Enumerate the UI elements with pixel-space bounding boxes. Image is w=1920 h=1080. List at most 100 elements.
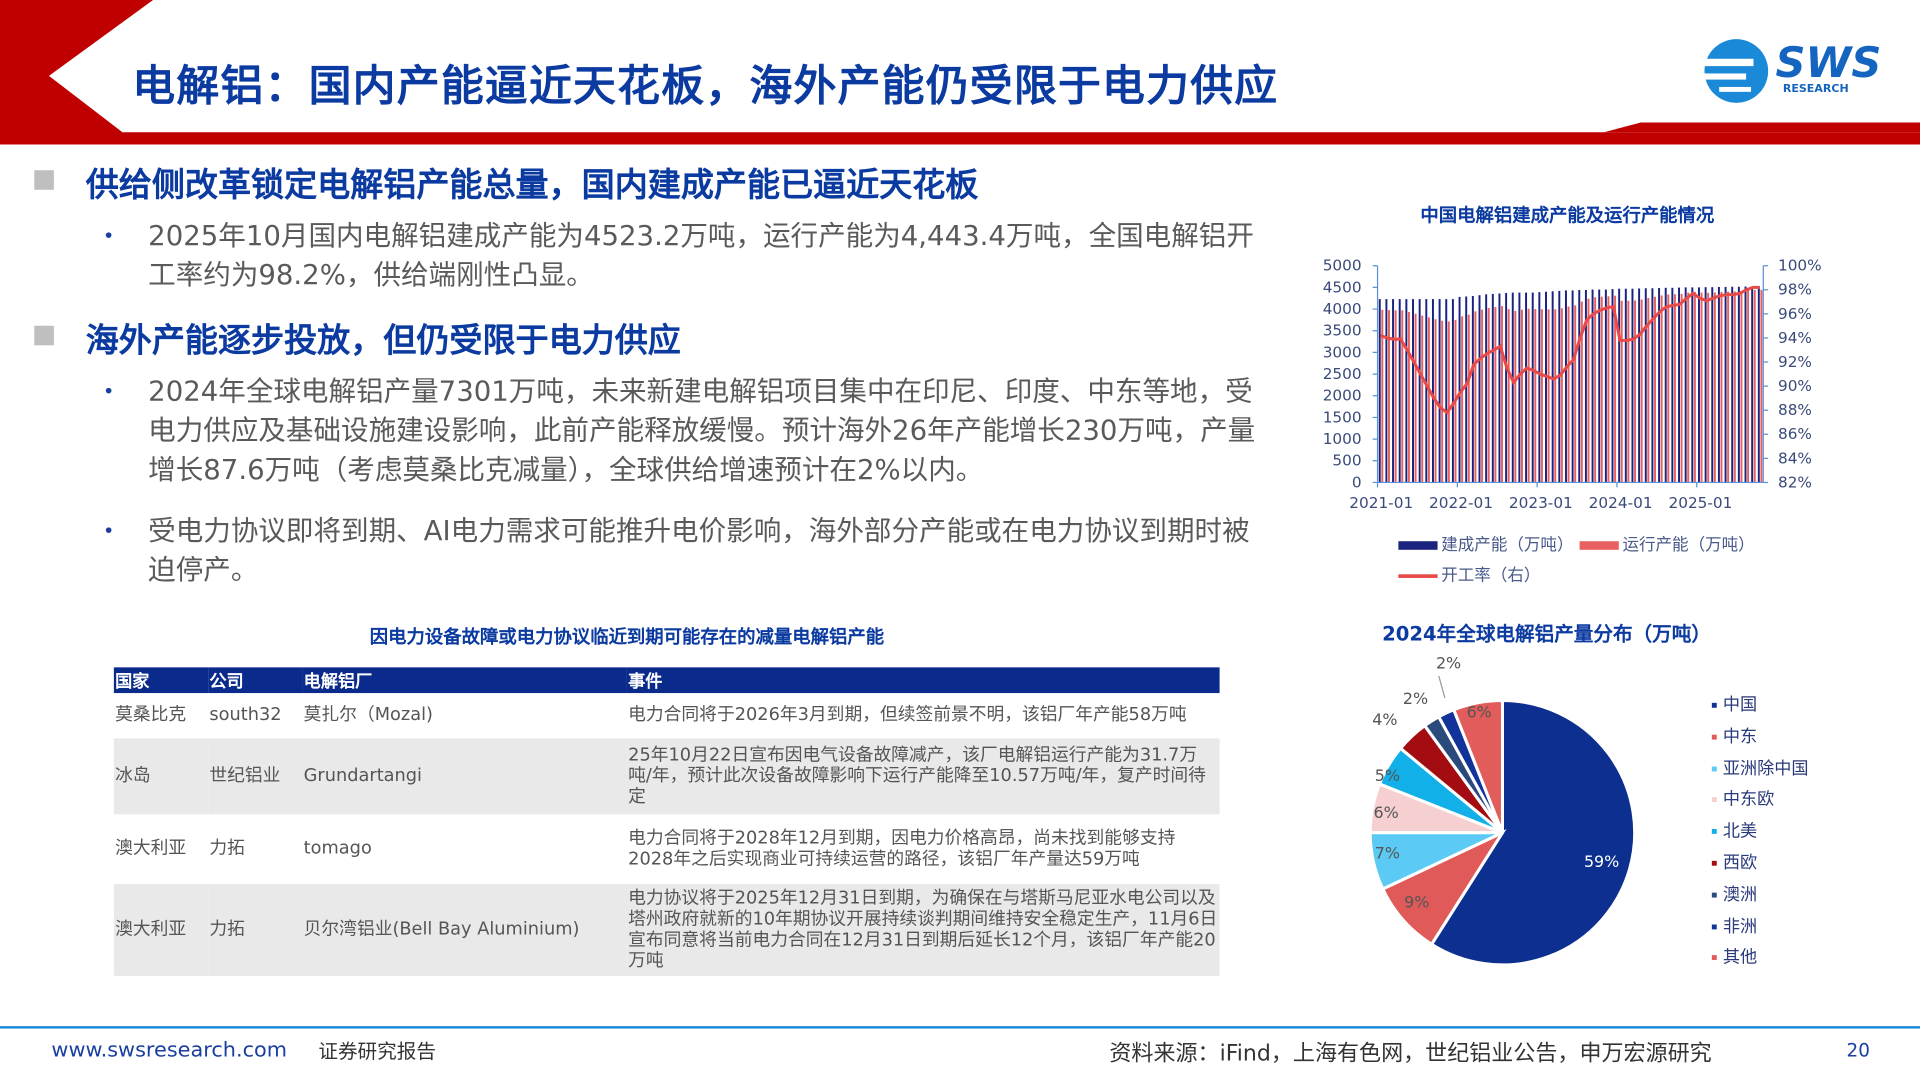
bar-built [1525, 292, 1528, 483]
bar-running [1727, 291, 1730, 483]
website-link[interactable]: www.swsresearch.com [51, 1038, 288, 1063]
pie-legend-item: 西欧 [1711, 850, 1758, 874]
y-left-tick-label: 0 [1352, 473, 1362, 491]
capacity-risk-table: 国家 公司 电解铝厂 事件 莫桑比克 south32 莫扎尔（Mozal) 电力合同将… [113, 667, 1220, 976]
rate-line [1380, 285, 1760, 415]
bar-running [1560, 308, 1563, 483]
bar-built [1604, 289, 1607, 483]
bar-built [1445, 299, 1448, 483]
bar-built [1704, 287, 1707, 483]
bullet-icon: • [102, 519, 115, 543]
pie-legend-item: 其他 [1711, 945, 1757, 969]
cell-country: 澳大利亚 [115, 838, 187, 859]
table-row: 澳大利亚 力拓 tomago 电力合同将于2028年12月到期，因电力价格高昂，尚未找… [114, 814, 1220, 884]
bar-built [1431, 299, 1434, 483]
legend-label: 非洲 [1722, 916, 1758, 937]
bar-running [1700, 292, 1703, 483]
bar-built [1478, 295, 1481, 483]
bullet-text: 2024年全球电解铝产量7301万吨，未来新建电解铝项目集中在印尼、印度、中东等… [148, 375, 1256, 487]
bar-built [1684, 287, 1687, 483]
bar-built [1717, 286, 1720, 483]
x-tick-label: 2023-01 [1509, 494, 1573, 512]
table-row: 澳大利亚 力拓 贝尔湾铝业(Bell Bay Aluminium) 电力协议将于202… [113, 884, 1220, 976]
bar-running [1447, 321, 1450, 483]
bar-running [1401, 310, 1404, 483]
bar-built [1751, 286, 1754, 483]
bar-built [1471, 296, 1474, 483]
pie-legend-item: 北美 [1711, 818, 1757, 842]
bar-built [1578, 289, 1581, 483]
bar-running [1627, 300, 1630, 483]
bar-built [1518, 292, 1521, 483]
bar-built [1545, 291, 1547, 483]
page-title: 电解铝：国内产能逼近天花板，海外产能仍受限于电力供应 [132, 62, 1279, 112]
bar-built [1418, 299, 1421, 483]
cell-event: 电力合同将于2026年3月到期，但续签前景不明，该铝厂年产能58万吨 [628, 705, 1187, 725]
bar-built [1711, 287, 1714, 483]
report-type: 证券研究报告 [318, 1039, 436, 1063]
header-decoration [0, 0, 1920, 145]
bar-built [1658, 288, 1661, 483]
bar-built [1611, 289, 1614, 483]
legend-swatch [1711, 702, 1717, 708]
bar-running [1394, 310, 1397, 483]
cell-company: 力拓 [208, 884, 303, 976]
legend-swatch [1711, 797, 1717, 803]
y-left-tick-label: 2500 [1323, 365, 1362, 383]
bar-running [1600, 296, 1603, 483]
legend-label: 中东 [1722, 727, 1758, 747]
legend-swatch [1711, 955, 1717, 961]
bar-built [1697, 287, 1700, 483]
bar-built [1511, 292, 1514, 483]
legend-swatch [1398, 540, 1438, 550]
bar-running [1421, 315, 1424, 483]
y-left-tick-label: 2000 [1323, 387, 1362, 405]
bar-running [1494, 307, 1497, 483]
column-header: 电解铝厂 [302, 667, 627, 694]
pie-data-label: 6% [1467, 703, 1492, 722]
cell-smelter: Grundartangi [302, 738, 627, 815]
pie-data-label: 9% [1404, 892, 1429, 911]
bar-built [1731, 286, 1734, 483]
bar-running [1753, 290, 1756, 483]
bar-running [1554, 309, 1557, 483]
bar-running [1747, 290, 1750, 483]
legend-label: 西欧 [1722, 853, 1758, 874]
bar-built [1451, 299, 1454, 483]
legend-swatch [1398, 573, 1438, 578]
bar-running [1733, 291, 1736, 483]
x-tick-label: 2021-01 [1349, 494, 1413, 512]
bar-built [1498, 293, 1501, 483]
production-pie-chart: 59% 9% 7% 6% 5% 4% 2% 2% 6% [1368, 654, 1637, 967]
bar-built [1551, 291, 1554, 483]
pie-legend-item: 亚洲除中国 [1711, 755, 1809, 779]
bar-running [1620, 300, 1623, 483]
bar-built [1757, 286, 1760, 483]
bar-built [1505, 293, 1508, 483]
table-row: 莫桑比克 south32 莫扎尔（Mozal) 电力合同将于2026年3月到期，但续签… [114, 693, 1220, 738]
pie-data-label: 2% [1403, 689, 1428, 708]
legend-swatch [1711, 892, 1717, 898]
x-tick-label: 2022-01 [1429, 494, 1493, 512]
bar-running [1707, 292, 1710, 483]
x-tick-label: 2025-01 [1668, 494, 1732, 512]
bar-running [1587, 298, 1590, 483]
pie-legend-item: 中东 [1711, 723, 1758, 747]
bar-built [1571, 290, 1574, 483]
pie-chart-title: 2024年全球电解铝产量分布（万吨） [1382, 622, 1711, 646]
cell-smelter: 贝尔湾铝业(Bell Bay Aluminium) [302, 884, 627, 976]
bar-built [1385, 299, 1388, 483]
cell-country: 莫桑比克 [115, 705, 187, 725]
cell-company: 力拓 [209, 838, 245, 859]
legend-label: 亚洲除中国 [1722, 758, 1809, 779]
bar-running [1507, 309, 1510, 483]
bar-running [1680, 293, 1683, 483]
y-right-tick-label: 82% [1778, 473, 1812, 491]
y-right-tick-label: 86% [1778, 425, 1812, 443]
bar-running [1673, 294, 1676, 483]
bar-built [1378, 299, 1381, 483]
bar-running [1414, 313, 1417, 483]
pie-data-label: 5% [1375, 766, 1400, 785]
bar-built [1584, 289, 1587, 483]
y-left-tick-label: 1500 [1323, 408, 1362, 426]
